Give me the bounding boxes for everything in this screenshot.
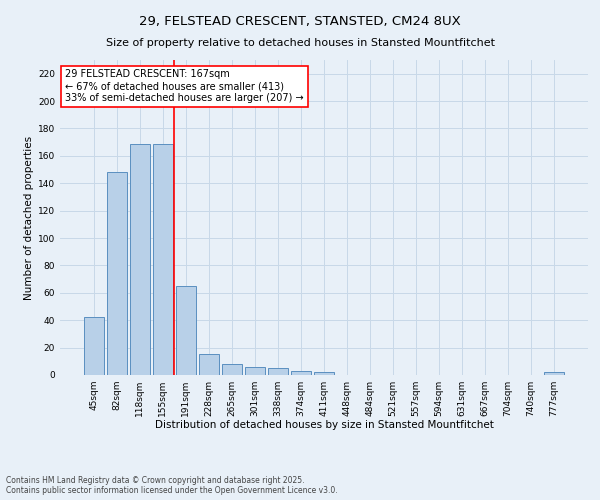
Y-axis label: Number of detached properties: Number of detached properties [24, 136, 34, 300]
Bar [268, 368, 288, 375]
Bar [107, 172, 127, 375]
Bar [176, 286, 196, 375]
Text: Contains HM Land Registry data © Crown copyright and database right 2025.
Contai: Contains HM Land Registry data © Crown c… [6, 476, 338, 495]
Bar [130, 144, 149, 375]
Bar [245, 367, 265, 375]
Bar [291, 371, 311, 375]
Text: Size of property relative to detached houses in Stansted Mountfitchet: Size of property relative to detached ho… [106, 38, 494, 48]
Bar [222, 364, 242, 375]
X-axis label: Distribution of detached houses by size in Stansted Mountfitchet: Distribution of detached houses by size … [155, 420, 493, 430]
Bar [314, 372, 334, 375]
Bar [84, 318, 104, 375]
Text: 29, FELSTEAD CRESCENT, STANSTED, CM24 8UX: 29, FELSTEAD CRESCENT, STANSTED, CM24 8U… [139, 15, 461, 28]
Bar [544, 372, 564, 375]
Bar [199, 354, 218, 375]
Text: 29 FELSTEAD CRESCENT: 167sqm
← 67% of detached houses are smaller (413)
33% of s: 29 FELSTEAD CRESCENT: 167sqm ← 67% of de… [65, 70, 304, 102]
Bar [153, 144, 173, 375]
